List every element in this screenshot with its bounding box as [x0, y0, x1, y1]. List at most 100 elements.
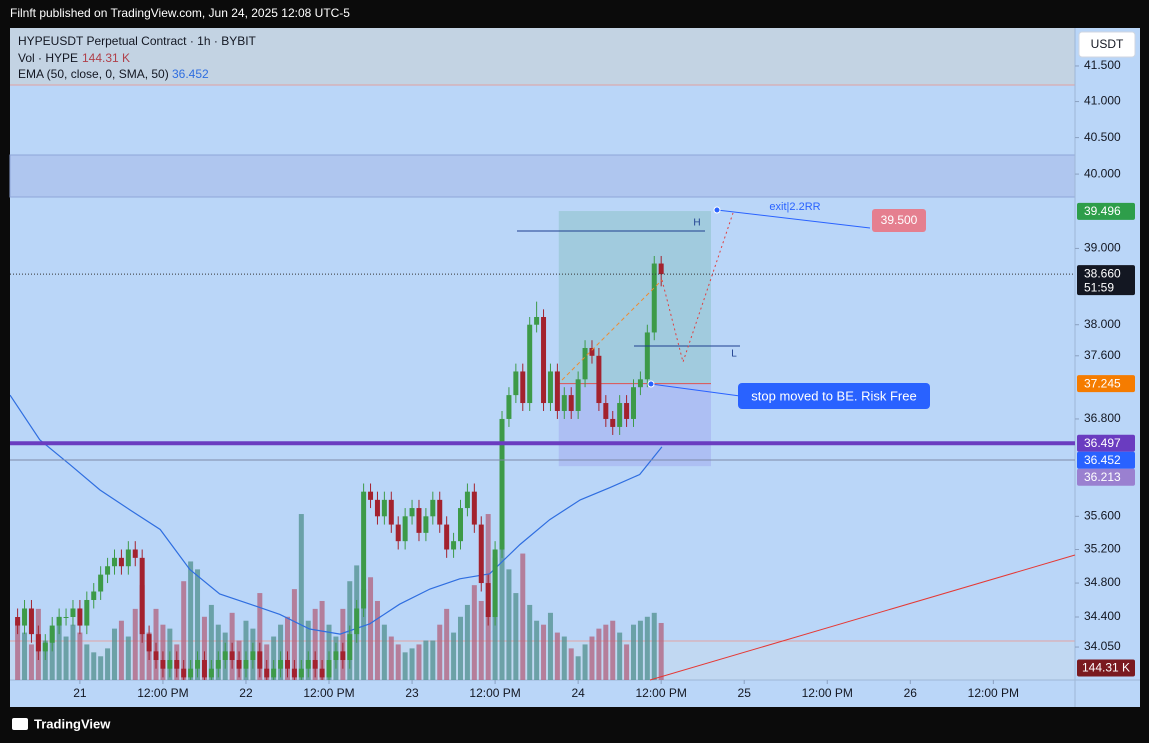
legend-title: HYPEUSDT Perpetual Contract · 1h · BYBIT: [18, 34, 257, 48]
profit-zone: [558, 211, 712, 384]
volume-bar: [56, 616, 62, 680]
volume-bar: [42, 640, 48, 680]
volume-bar: [561, 636, 567, 680]
candle-body: [271, 668, 277, 678]
currency[interactable]: USDT: [1091, 37, 1124, 51]
brand: TradingView: [34, 716, 111, 731]
volume-bar: [111, 628, 117, 680]
volume-bar: [617, 632, 623, 680]
anchor: [713, 206, 721, 214]
volume-bar: [368, 577, 374, 680]
candle-body: [278, 660, 284, 669]
x-tick-label: 25: [738, 686, 752, 700]
candle-body: [624, 403, 630, 419]
candle-body: [644, 332, 650, 380]
price-label: 36.213: [1084, 470, 1121, 484]
candle-body: [326, 660, 332, 678]
volume-bar: [63, 636, 69, 680]
candle-body: [132, 549, 138, 558]
x-tick-label: 12:00 PM: [802, 686, 853, 700]
volume-bar: [451, 632, 457, 680]
candle-body: [167, 660, 173, 669]
candle-body: [381, 499, 387, 517]
volume-label: 144.31 K: [1082, 661, 1130, 675]
volume-bar: [423, 640, 429, 680]
volume-bar: [437, 624, 443, 680]
price-label-box: [1077, 451, 1135, 469]
high-label: H: [693, 218, 700, 229]
candle-body: [111, 557, 117, 567]
candle-body: [478, 524, 484, 584]
candle-body: [658, 263, 664, 275]
volume-bar: [312, 608, 318, 680]
x-tick-label: 23: [405, 686, 419, 700]
candle-body: [208, 668, 214, 678]
volume-label-box: [1077, 659, 1135, 677]
candle-body: [603, 403, 609, 419]
candle-body: [651, 263, 657, 333]
volume-bar: [568, 648, 574, 680]
candle-body: [575, 379, 581, 411]
zone: [10, 28, 1075, 85]
price-label: 36.497: [1084, 436, 1121, 450]
volume-bar: [624, 644, 630, 680]
volume-bar: [589, 636, 595, 680]
candle-body: [195, 660, 201, 669]
candle-body: [534, 316, 540, 325]
zone: [9, 154, 1076, 198]
volume-bar: [409, 648, 415, 680]
volume-bar: [658, 622, 664, 680]
price-label-box: [1077, 375, 1135, 393]
legend-ema: EMA (50, close, 0, SMA, 50): [18, 67, 169, 81]
candle-body: [201, 660, 207, 678]
candle-body: [527, 324, 533, 404]
candle-body: [264, 668, 270, 678]
price-label-box: [1077, 265, 1135, 296]
volume-bar: [15, 620, 21, 680]
price-label-box: [1077, 434, 1135, 452]
currency-button[interactable]: [1078, 31, 1136, 58]
volume-bar: [305, 620, 311, 680]
candle-body: [492, 549, 498, 618]
candle-body: [153, 651, 159, 661]
countdown: 51:59: [1084, 280, 1114, 294]
volume-bar: [499, 541, 505, 680]
low-label: L: [731, 349, 737, 360]
candle-body: [464, 491, 470, 509]
volume-bar: [381, 624, 387, 680]
candle-body: [319, 668, 325, 678]
y-tick-label: 35.600: [1084, 508, 1121, 522]
volume-bar: [610, 620, 616, 680]
volume-bar: [457, 616, 463, 680]
price-label: 39.496: [1084, 204, 1121, 218]
candle-body: [22, 608, 28, 626]
volume-bar: [596, 628, 602, 680]
candle-body: [541, 316, 547, 404]
candle-body: [416, 508, 422, 533]
volume-bar: [637, 620, 643, 680]
candle-body: [561, 395, 567, 411]
volume-bar: [520, 553, 526, 680]
candle-body: [402, 516, 408, 542]
volume-bar: [98, 656, 104, 680]
y-tick-label: 34.800: [1084, 575, 1121, 589]
callout-line: [650, 383, 741, 397]
publish-header: Filnft published on TradingView.com, Jun…: [10, 6, 350, 20]
ema-line: [10, 394, 663, 635]
volume-bar: [651, 612, 657, 680]
anchor: [647, 380, 655, 388]
price-label: 37.245: [1084, 376, 1121, 390]
x-tick-label: 12:00 PM: [469, 686, 520, 700]
candle-body: [257, 651, 263, 669]
price-label: 38.660: [1084, 266, 1121, 280]
candle-body: [485, 583, 491, 618]
candle-body: [513, 371, 519, 396]
candle-body: [222, 651, 228, 661]
volume-bar: [582, 644, 588, 680]
price-label: 36.452: [1084, 453, 1121, 467]
candle-body: [56, 617, 62, 626]
candle-body: [49, 625, 55, 643]
legend-ema-value: 36.452: [172, 67, 209, 81]
x-tick-label: 24: [571, 686, 585, 700]
candle-body: [118, 557, 124, 567]
